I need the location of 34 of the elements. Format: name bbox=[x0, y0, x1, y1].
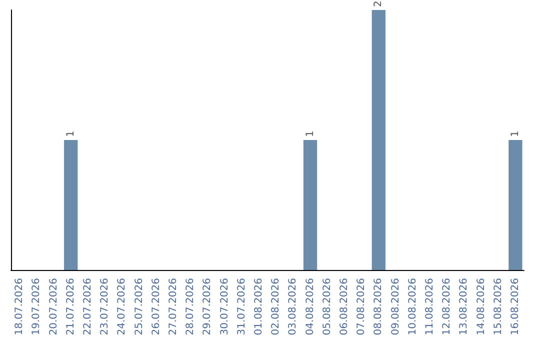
x-tick-label: 31.07.2026 bbox=[236, 278, 248, 336]
x-tick-label: 19.07.2026 bbox=[31, 278, 42, 336]
x-tick-label: 01.08.2026 bbox=[253, 278, 264, 336]
x-tick-label: 13.08.2026 bbox=[458, 278, 470, 336]
x-tick-label: 18.07.2026 bbox=[14, 278, 26, 336]
x-tick-label: 29.07.2026 bbox=[202, 278, 214, 336]
x-tick-label: 08.08.2026 bbox=[373, 278, 384, 336]
x-tick-label: 26.07.2026 bbox=[150, 278, 162, 336]
x-tick-label: 23.07.2026 bbox=[100, 278, 111, 336]
x-tick-label: 25.07.2026 bbox=[134, 278, 145, 336]
x-tick-label: 22.07.2026 bbox=[82, 278, 94, 336]
x-tick-label: 06.08.2026 bbox=[338, 278, 350, 336]
data-label: 1 bbox=[65, 130, 76, 137]
x-tick-label: 04.08.2026 bbox=[304, 278, 316, 336]
x-tick-label: 27.07.2026 bbox=[168, 278, 179, 336]
x-tick-label: 11.08.2026 bbox=[424, 278, 436, 336]
x-tick-label: 07.08.2026 bbox=[356, 278, 368, 336]
x-tick-label: 28.07.2026 bbox=[185, 278, 196, 336]
x-tick-label: 14.08.2026 bbox=[476, 278, 487, 336]
x-tick-label: 10.08.2026 bbox=[407, 278, 418, 336]
x-tick-label: 09.08.2026 bbox=[390, 278, 402, 336]
x-tick-label: 15.08.2026 bbox=[492, 278, 504, 336]
x-tick-label: 30.07.2026 bbox=[219, 278, 230, 336]
data-label: 1 bbox=[510, 130, 521, 137]
x-tick-label: 02.08.2026 bbox=[270, 278, 282, 336]
x-tick-label: 24.07.2026 bbox=[116, 278, 128, 336]
x-tick-label: 20.07.2026 bbox=[48, 278, 60, 336]
data-label: 2 bbox=[373, 0, 384, 7]
data-label: 1 bbox=[304, 130, 316, 137]
x-tick-label: 16.08.2026 bbox=[510, 278, 521, 336]
x-tick-label: 03.08.2026 bbox=[288, 278, 299, 336]
x-tick-label: 12.08.2026 bbox=[442, 278, 453, 336]
x-tick-label: 05.08.2026 bbox=[322, 278, 333, 336]
x-tick-label: 21.07.2026 bbox=[65, 278, 76, 336]
